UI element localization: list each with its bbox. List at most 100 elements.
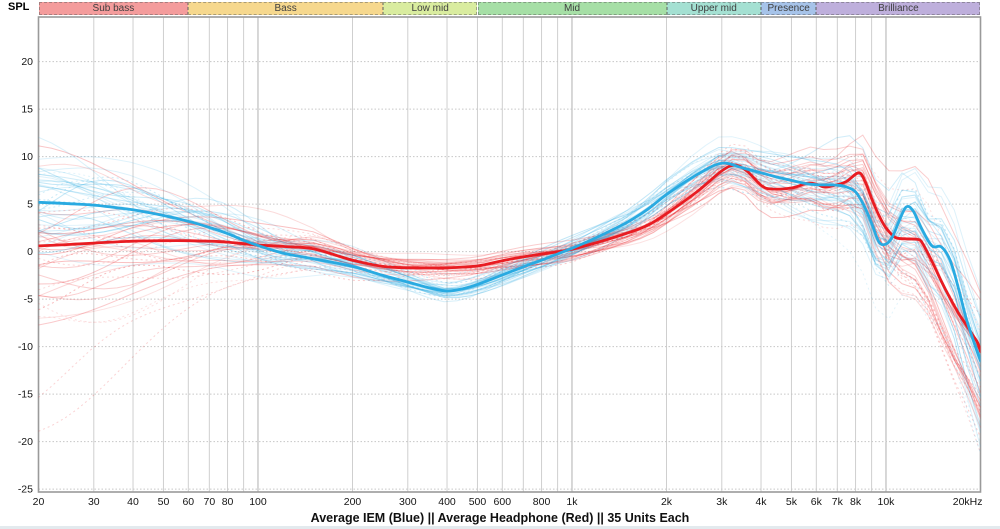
x-tick-label: 6k bbox=[811, 496, 823, 508]
unit-trace-iem bbox=[38, 135, 981, 366]
x-tick-label: 5k bbox=[786, 496, 798, 508]
unit-trace-iem bbox=[38, 165, 981, 343]
band-label: Mid bbox=[563, 2, 581, 14]
unit-trace-iem bbox=[38, 153, 981, 320]
unit-trace-iem bbox=[38, 167, 981, 431]
average-headphone-curve bbox=[38, 163, 981, 353]
unit-trace-iem bbox=[38, 160, 981, 358]
x-tick-label: 7k bbox=[832, 496, 844, 508]
y-tick-label: -5 bbox=[24, 294, 33, 306]
y-tick-label: 20 bbox=[21, 56, 33, 68]
unit-trace-headphone bbox=[38, 181, 981, 419]
x-tick-label: 3k bbox=[716, 496, 728, 508]
unit-trace-iem bbox=[38, 162, 981, 426]
band-label: Upper mid bbox=[690, 2, 737, 14]
window-bottom-edge bbox=[0, 526, 1000, 529]
x-tick-label: 600 bbox=[494, 496, 512, 508]
y-tick-label: -25 bbox=[18, 484, 33, 496]
x-axis-tick-labels: 20 30 40 50 60 70 80 100 200 300 400 500 600 800 1k 2k 3… bbox=[33, 496, 983, 508]
band-sub-bass: Sub bass bbox=[38, 2, 189, 15]
average-curves bbox=[38, 161, 981, 363]
unit-trace-headphone bbox=[38, 160, 981, 373]
unit-trace-iem bbox=[38, 159, 981, 342]
x-tick-label: 80 bbox=[222, 496, 234, 508]
unit-trace-headphone bbox=[38, 149, 981, 301]
x-tick-label: 50 bbox=[158, 496, 170, 508]
x-tick-label: 200 bbox=[344, 496, 362, 508]
y-tick-label: 0 bbox=[27, 246, 33, 258]
x-tick-label: 20 bbox=[33, 496, 45, 508]
band-bass: Bass bbox=[188, 2, 383, 15]
band-brilliance: Brilliance bbox=[816, 2, 981, 15]
unit-trace-iem bbox=[38, 155, 981, 448]
gridlines bbox=[38, 17, 981, 492]
x-tick-label: 300 bbox=[399, 496, 417, 508]
unit-trace-headphone bbox=[38, 173, 981, 316]
x-tick-label: 100 bbox=[249, 496, 267, 508]
y-axis-title: SPL bbox=[8, 1, 30, 13]
average-iem-curve bbox=[38, 161, 981, 363]
unit-trace-iem bbox=[38, 156, 981, 370]
x-tick-label: 4k bbox=[755, 496, 767, 508]
chart-caption: Average IEM (Blue) || Average Headphone … bbox=[310, 511, 690, 525]
unit-trace-iem bbox=[38, 136, 981, 386]
y-tick-label: -15 bbox=[18, 389, 33, 401]
plot-border bbox=[37, 16, 982, 493]
x-tick-label: 20kHz bbox=[953, 496, 983, 508]
x-tick-label: 8k bbox=[850, 496, 862, 508]
unit-trace-headphone bbox=[38, 177, 981, 401]
x-tick-label: 2k bbox=[661, 496, 673, 508]
unit-trace-iem bbox=[38, 161, 981, 381]
band-presence: Presence bbox=[761, 2, 817, 15]
x-tick-label: 70 bbox=[203, 496, 215, 508]
x-tick-label: 30 bbox=[88, 496, 100, 508]
unit-trace-headphone bbox=[38, 172, 981, 428]
unit-trace-iem bbox=[38, 154, 981, 382]
unit-trace-iem bbox=[38, 173, 981, 345]
x-tick-label: 500 bbox=[469, 496, 487, 508]
unit-trace-headphone bbox=[38, 175, 981, 413]
unit-trace-iem bbox=[38, 166, 981, 363]
unit-trace-headphone bbox=[38, 149, 981, 348]
band-mid: Mid bbox=[477, 2, 667, 15]
y-tick-label: 15 bbox=[21, 104, 33, 116]
y-tick-label: -20 bbox=[18, 436, 33, 448]
y-tick-label: 5 bbox=[27, 199, 33, 211]
unit-trace-headphone bbox=[38, 169, 981, 398]
unit-trace-iem bbox=[38, 176, 981, 334]
band-label: Low mid bbox=[411, 2, 449, 14]
band-low-mid: Low mid bbox=[382, 2, 478, 15]
band-label: Sub bass bbox=[92, 2, 135, 14]
x-tick-label: 1k bbox=[566, 496, 578, 508]
x-tick-label: 10k bbox=[878, 496, 896, 508]
unit-trace-iem bbox=[38, 173, 981, 330]
y-tick-label: -10 bbox=[18, 341, 33, 353]
unit-trace-iem bbox=[38, 171, 981, 454]
unit-trace-iem bbox=[38, 155, 981, 298]
unit-trace-headphone bbox=[38, 145, 981, 352]
unit-trace-headphone bbox=[38, 153, 981, 359]
y-tick-label: 10 bbox=[21, 151, 33, 163]
unit-trace-iem bbox=[38, 156, 981, 371]
unit-trace-headphone bbox=[38, 161, 981, 396]
unit-trace-iem bbox=[38, 152, 981, 357]
unit-trace-iem bbox=[38, 155, 981, 318]
unit-trace-headphone bbox=[38, 158, 981, 409]
unit-trace-iem bbox=[38, 152, 981, 443]
frequency-band-strip: Sub bass Bass Low mid Mid Upper mid Presence B… bbox=[0, 2, 1000, 15]
band-label: Bass bbox=[274, 2, 297, 14]
x-tick-label: 400 bbox=[438, 496, 456, 508]
band-label: Presence bbox=[767, 2, 810, 14]
unit-trace-iem bbox=[38, 166, 981, 358]
x-tick-label: 40 bbox=[127, 496, 139, 508]
x-tick-label: 800 bbox=[533, 496, 551, 508]
unit-trace-headphone bbox=[38, 154, 981, 367]
unit-trace-iem bbox=[38, 167, 981, 398]
band-upper-mid: Upper mid bbox=[666, 2, 761, 15]
unit-trace-headphone bbox=[38, 187, 981, 417]
y-axis-tick-labels: 20 15 10 5 0 -5 -10 -15 -20 -25 bbox=[18, 56, 33, 496]
unit-trace-headphone bbox=[38, 184, 981, 376]
band-label: Brilliance bbox=[878, 2, 919, 14]
